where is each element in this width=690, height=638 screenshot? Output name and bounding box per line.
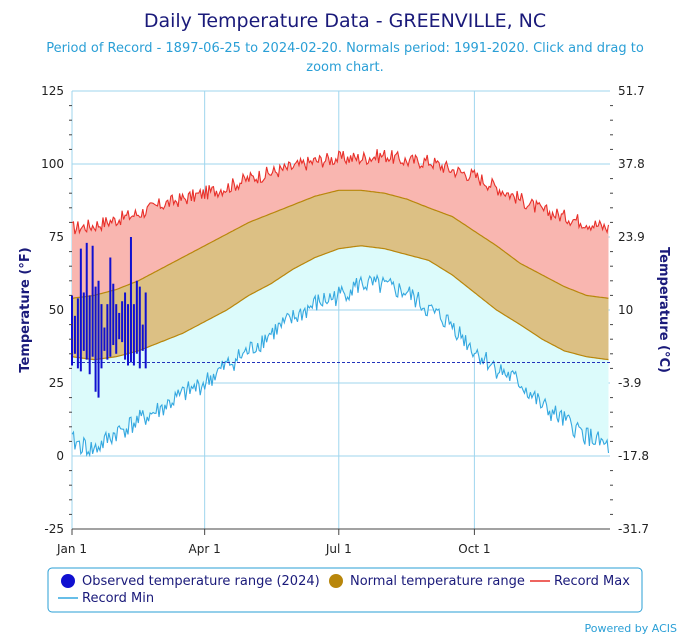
legend-label[interactable]: Record Min xyxy=(82,591,154,606)
legend-box xyxy=(47,567,643,613)
y-left-tick-label: 75 xyxy=(49,230,64,244)
line-series xyxy=(71,149,610,458)
legend-marker xyxy=(329,574,343,588)
y-left-tick-label: 125 xyxy=(41,84,64,98)
chart-subtitle-line-2: zoom chart. xyxy=(306,60,383,75)
legend-label[interactable]: Observed temperature range (2024) xyxy=(82,574,320,589)
credits-link[interactable]: Powered by ACIS xyxy=(585,622,678,635)
y-right-tick-label: 51.7 xyxy=(618,84,645,98)
chart-title: Daily Temperature Data - GREENVILLE, NC xyxy=(144,10,546,32)
y-right-tick-label: -3.9 xyxy=(618,376,641,390)
normal-max-line xyxy=(71,189,609,299)
normal-min-line xyxy=(71,245,609,361)
x-tick-label: Jan 1 xyxy=(56,542,87,556)
y-left-tick-label: 25 xyxy=(49,376,64,390)
normal-range-band xyxy=(72,190,609,360)
legend-label[interactable]: Normal temperature range xyxy=(350,574,525,589)
x-tick-label: Apr 1 xyxy=(189,542,221,556)
y-left-tick-label: 100 xyxy=(41,157,64,171)
observed-series xyxy=(71,237,147,398)
plot-area[interactable] xyxy=(71,90,610,530)
y-right-tick-label: -31.7 xyxy=(618,522,649,536)
record-min-band xyxy=(72,245,609,456)
y-axis-left-title: Temperature (°F) xyxy=(18,247,33,372)
y-axis-right-title: Temperature (°C) xyxy=(656,247,671,373)
y-right-tick-label: -17.8 xyxy=(618,449,649,463)
x-tick-label: Jul 1 xyxy=(325,542,352,556)
y-right-tick-label: 37.8 xyxy=(618,157,645,171)
legend: Observed temperature range (2024) Normal … xyxy=(47,567,643,613)
y-right-tick-label: 10 xyxy=(618,303,633,317)
y-left-tick-label: 0 xyxy=(56,449,64,463)
chart-subtitle-line-1: Period of Record - 1897-06-25 to 2024-02… xyxy=(46,41,644,56)
y-left-tick-label: -25 xyxy=(44,522,64,536)
y-right-tick-label: 23.9 xyxy=(618,230,645,244)
y-left-tick-label: 50 xyxy=(49,303,64,317)
legend-items: Observed temperature range (2024) Normal … xyxy=(58,574,630,606)
record-min-line xyxy=(71,273,610,458)
legend-marker xyxy=(61,574,75,588)
legend-label[interactable]: Record Max xyxy=(554,574,630,589)
x-tick-label: Oct 1 xyxy=(458,542,490,556)
axes: 125 51.7 100 37.8 75 23.9 50 10 25 -3.9 0 -17.8 -25 -… xyxy=(41,84,649,556)
record-max-line xyxy=(71,149,610,235)
